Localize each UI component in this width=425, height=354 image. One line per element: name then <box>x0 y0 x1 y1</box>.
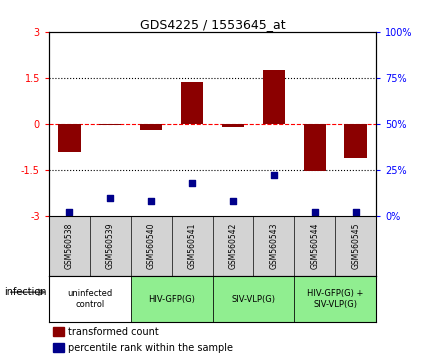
Text: GSM560544: GSM560544 <box>310 223 319 269</box>
Text: GSM560545: GSM560545 <box>351 223 360 269</box>
Point <box>352 210 359 215</box>
Text: GSM560543: GSM560543 <box>269 223 278 269</box>
Point <box>66 210 73 215</box>
Bar <box>53 327 64 336</box>
Bar <box>49 276 131 322</box>
Bar <box>140 124 162 130</box>
Text: GSM560538: GSM560538 <box>65 223 74 269</box>
Text: percentile rank within the sample: percentile rank within the sample <box>68 343 233 353</box>
Bar <box>344 124 367 158</box>
Text: GSM560539: GSM560539 <box>106 223 115 269</box>
Point <box>148 198 155 204</box>
Point <box>270 173 277 178</box>
Text: GSM560540: GSM560540 <box>147 223 156 269</box>
Bar <box>212 276 294 322</box>
Text: HIV-GFP(G) +
SIV-VLP(G): HIV-GFP(G) + SIV-VLP(G) <box>307 290 363 309</box>
Title: GDS4225 / 1553645_at: GDS4225 / 1553645_at <box>140 18 285 31</box>
Point <box>230 198 236 204</box>
Point <box>189 180 196 185</box>
Text: infection: infection <box>4 287 47 297</box>
Bar <box>222 124 244 127</box>
Text: GSM560542: GSM560542 <box>229 223 238 269</box>
Bar <box>131 276 212 322</box>
Text: uninfected
control: uninfected control <box>67 290 112 309</box>
Bar <box>181 82 203 124</box>
Bar <box>99 124 122 125</box>
Text: SIV-VLP(G): SIV-VLP(G) <box>231 295 275 304</box>
Bar <box>53 343 64 353</box>
Text: HIV-GFP(G): HIV-GFP(G) <box>148 295 195 304</box>
Point <box>312 210 318 215</box>
Bar <box>303 124 326 171</box>
Bar <box>58 124 81 152</box>
Point <box>107 195 113 200</box>
Bar <box>263 70 285 124</box>
Bar <box>294 276 376 322</box>
Text: GSM560541: GSM560541 <box>187 223 196 269</box>
Text: transformed count: transformed count <box>68 327 159 337</box>
